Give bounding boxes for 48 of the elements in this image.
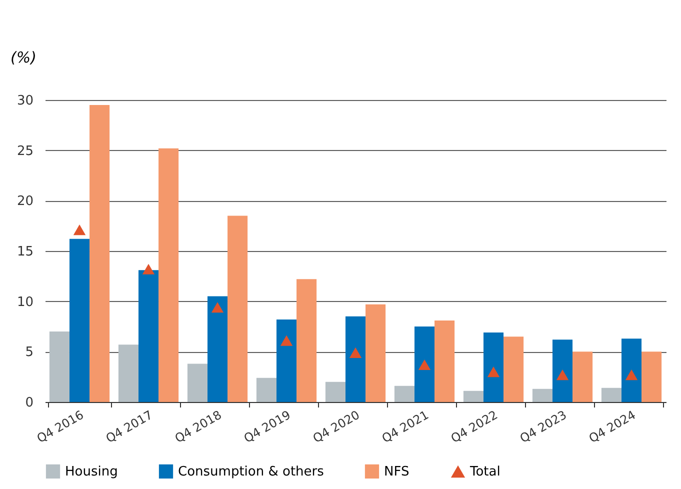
bar	[325, 382, 346, 402]
bar	[504, 336, 524, 402]
y-tick-label: 30	[16, 94, 34, 108]
bar	[483, 332, 504, 402]
bar	[366, 304, 386, 402]
legend-label: Consumption & others	[178, 464, 324, 480]
bar	[414, 326, 435, 402]
bar	[532, 388, 552, 402]
bar	[256, 378, 276, 402]
bar	[642, 352, 662, 402]
legend-label: NFS	[384, 464, 410, 480]
y-tick-label: 15	[16, 244, 34, 260]
y-tick-label: 25	[16, 144, 34, 159]
bar	[552, 340, 573, 402]
bar	[345, 316, 366, 402]
bar	[276, 319, 297, 402]
bar	[296, 279, 317, 402]
y-tick-label: 20	[16, 194, 34, 210]
bar	[621, 338, 642, 402]
bar	[434, 320, 455, 402]
point	[349, 347, 362, 358]
y-tick-label: 0	[25, 396, 34, 410]
y-tick-label: 10	[16, 294, 34, 310]
bar	[158, 148, 179, 402]
point	[418, 359, 431, 370]
bar	[601, 388, 622, 402]
point	[73, 224, 86, 236]
y-axis-title: (%)	[10, 48, 36, 66]
bar	[69, 238, 90, 402]
bar	[49, 332, 70, 402]
bar	[463, 390, 484, 402]
point	[142, 264, 155, 274]
bar	[90, 105, 110, 402]
point	[487, 366, 500, 378]
point	[280, 335, 293, 346]
bar	[138, 270, 159, 402]
bar	[187, 364, 208, 402]
point	[556, 370, 569, 380]
bar	[118, 344, 138, 402]
legend-label: Housing	[65, 464, 118, 480]
point	[211, 302, 224, 313]
legend-label: Total	[469, 464, 500, 480]
y-tick-label: 5	[25, 345, 34, 360]
bar	[572, 352, 593, 402]
point	[625, 370, 638, 380]
bar	[207, 296, 228, 402]
bar	[394, 386, 414, 402]
bar	[228, 216, 248, 402]
